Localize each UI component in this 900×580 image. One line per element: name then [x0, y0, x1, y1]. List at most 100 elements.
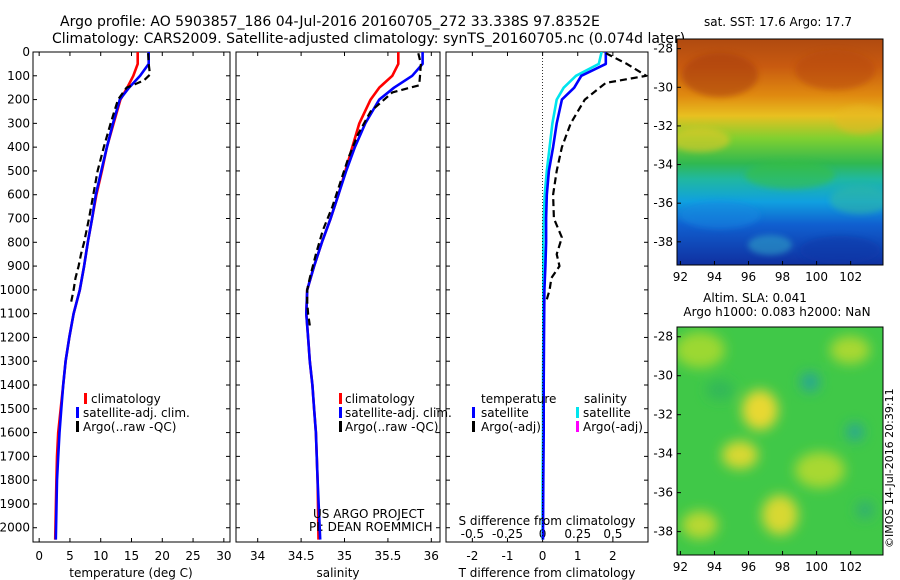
legend-swatch-argo [339, 421, 342, 432]
legend-swatch-argo [76, 421, 79, 432]
x-tick-label: 94 [707, 270, 722, 284]
sst-map-title: sat. SST: 17.6 Argo: 17.7 [704, 15, 852, 29]
legend-label-argo: Argo(..raw -QC) [345, 420, 438, 434]
y-tick-label: 300 [7, 116, 30, 130]
temperature-xlabel: temperature (deg C) [69, 566, 192, 580]
series-line [54, 52, 150, 540]
figure-title-line1: Argo profile: AO 5903857_186 04-Jul-2016… [60, 14, 600, 30]
x-tick-label: 2 [609, 549, 617, 563]
figure-title-line2: Climatology: CARS2009. Satellite-adjuste… [52, 31, 685, 47]
legend-label-s-argo: Argo(-adj) [583, 420, 643, 434]
y-tick-label: 200 [7, 93, 30, 107]
x-tick-label: 25 [185, 549, 200, 563]
series-line [305, 52, 424, 540]
y-tick-label: -34 [653, 447, 673, 461]
x-tick-label: 92 [673, 270, 688, 284]
s-tick-label: 0.5 [603, 527, 622, 541]
sla-map-image [677, 327, 883, 555]
y-tick-label: 500 [7, 164, 30, 178]
difference-xlabel-top: S difference from climatology [459, 514, 636, 528]
y-tick-label: 1000 [0, 283, 30, 297]
legend-title-temperature: temperature [481, 392, 556, 406]
legend-label-t-satellite: satellite [481, 406, 529, 420]
legend-swatch-t-argo [472, 421, 475, 432]
x-tick-label: 34.5 [288, 549, 315, 563]
y-tick-label: -28 [653, 42, 673, 56]
series-line [541, 52, 603, 540]
x-tick-label: 30 [216, 549, 231, 563]
sst-map-axes: 92 94 96 98 100 102 -28 -30 -32 -34 -36 -38 [653, 42, 862, 284]
y-tick-label: 1600 [0, 426, 30, 440]
y-tick-label: 600 [7, 188, 30, 202]
y-tick-label: -36 [653, 486, 673, 500]
salinity-legend: climatology satellite-adj. clim. Argo(..… [339, 392, 452, 434]
y-tick-label: 100 [7, 69, 30, 83]
project-name: US ARGO PROJECT [313, 507, 425, 521]
series-line [306, 52, 422, 326]
x-tick-label: 96 [741, 560, 756, 574]
y-tick-label: 2000 [0, 521, 30, 535]
imos-credit: ©IMOS 14-Jul-2016 20:39:11 [883, 388, 896, 548]
temperature-panel-frame [32, 51, 231, 543]
legend-swatch-s-satellite [576, 407, 579, 418]
legend-label-climatology: climatology [91, 392, 161, 406]
sst-map-image [677, 39, 883, 265]
sla-map-axes: 92 94 96 98 100 102 -28 -30 -32 -34 -36 -38 [653, 330, 862, 574]
y-tick-label: 1500 [0, 402, 30, 416]
difference-panel-frame [445, 51, 649, 543]
x-tick-label: 36 [424, 549, 439, 563]
y-tick-label: 1100 [0, 307, 30, 321]
sla-map-title: Altim. SLA: 0.041 [703, 291, 807, 305]
legend-swatch-s-argo [576, 421, 579, 432]
x-tick-label: 5 [66, 549, 74, 563]
legend-title-salinity: salinity [584, 392, 627, 406]
legend-swatch-t-satellite [472, 407, 475, 418]
y-tick-label: 400 [7, 140, 30, 154]
y-tick-label: 1900 [0, 497, 30, 511]
y-tick-label: 1800 [0, 473, 30, 487]
y-tick-label: -38 [653, 525, 673, 539]
salinity-axes: 34 34.5 35 35.5 36 [236, 51, 440, 563]
y-tick-label: 900 [7, 259, 30, 273]
series-line [541, 52, 608, 540]
x-tick-label: 35 [337, 549, 352, 563]
x-tick-label: 102 [839, 270, 862, 284]
x-tick-label: 100 [805, 560, 828, 574]
legend-label-t-argo: Argo(-adj) [481, 420, 541, 434]
x-tick-label: 0 [35, 549, 43, 563]
y-tick-label: 800 [7, 235, 30, 249]
salinity-xlabel: salinity [316, 566, 359, 580]
legend-label-satellite: satellite-adj. clim. [345, 406, 452, 420]
y-tick-label: -32 [653, 119, 673, 133]
legend-label-argo: Argo(..raw -QC) [83, 420, 176, 434]
y-tick-label: -32 [653, 408, 673, 422]
temperature-lines [53, 52, 152, 540]
x-tick-label: 1 [574, 549, 582, 563]
x-tick-label: 35.5 [375, 549, 402, 563]
series-line [305, 52, 400, 540]
legend-label-climatology: climatology [345, 392, 415, 406]
sla-map-frame [676, 326, 884, 556]
x-tick-label: -1 [501, 549, 513, 563]
y-tick-label: 1400 [0, 378, 30, 392]
x-tick-label: 102 [839, 560, 862, 574]
y-tick-label: -30 [653, 80, 673, 94]
difference-xlabel: T difference from climatology [458, 566, 636, 580]
series-line [70, 53, 152, 303]
x-tick-label: 0 [539, 549, 547, 563]
principal-investigator: PI: DEAN ROEMMICH [309, 520, 432, 534]
difference-axes: -2 -1 0 1 2-0.5 -0.25 0 0.25 0.5 [446, 51, 648, 563]
s-tick-label: -0.25 [492, 527, 523, 541]
difference-legend: temperature salinity satellite Argo(-adj… [472, 392, 643, 434]
x-tick-label: 10 [93, 549, 108, 563]
y-tick-label: 1700 [0, 449, 30, 463]
s-tick-label: -0.5 [461, 527, 484, 541]
x-tick-label: 20 [155, 549, 170, 563]
legend-label-satellite: satellite-adj. clim. [83, 406, 190, 420]
legend-swatch-climatology [339, 393, 342, 404]
x-tick-label: 34 [250, 549, 265, 563]
legend-label-s-satellite: satellite [583, 406, 631, 420]
x-tick-label: 92 [673, 560, 688, 574]
temperature-axes: 0100200300400500600700800900100011001200… [0, 45, 231, 563]
temperature-legend: climatology satellite-adj. clim. Argo(..… [76, 392, 190, 434]
